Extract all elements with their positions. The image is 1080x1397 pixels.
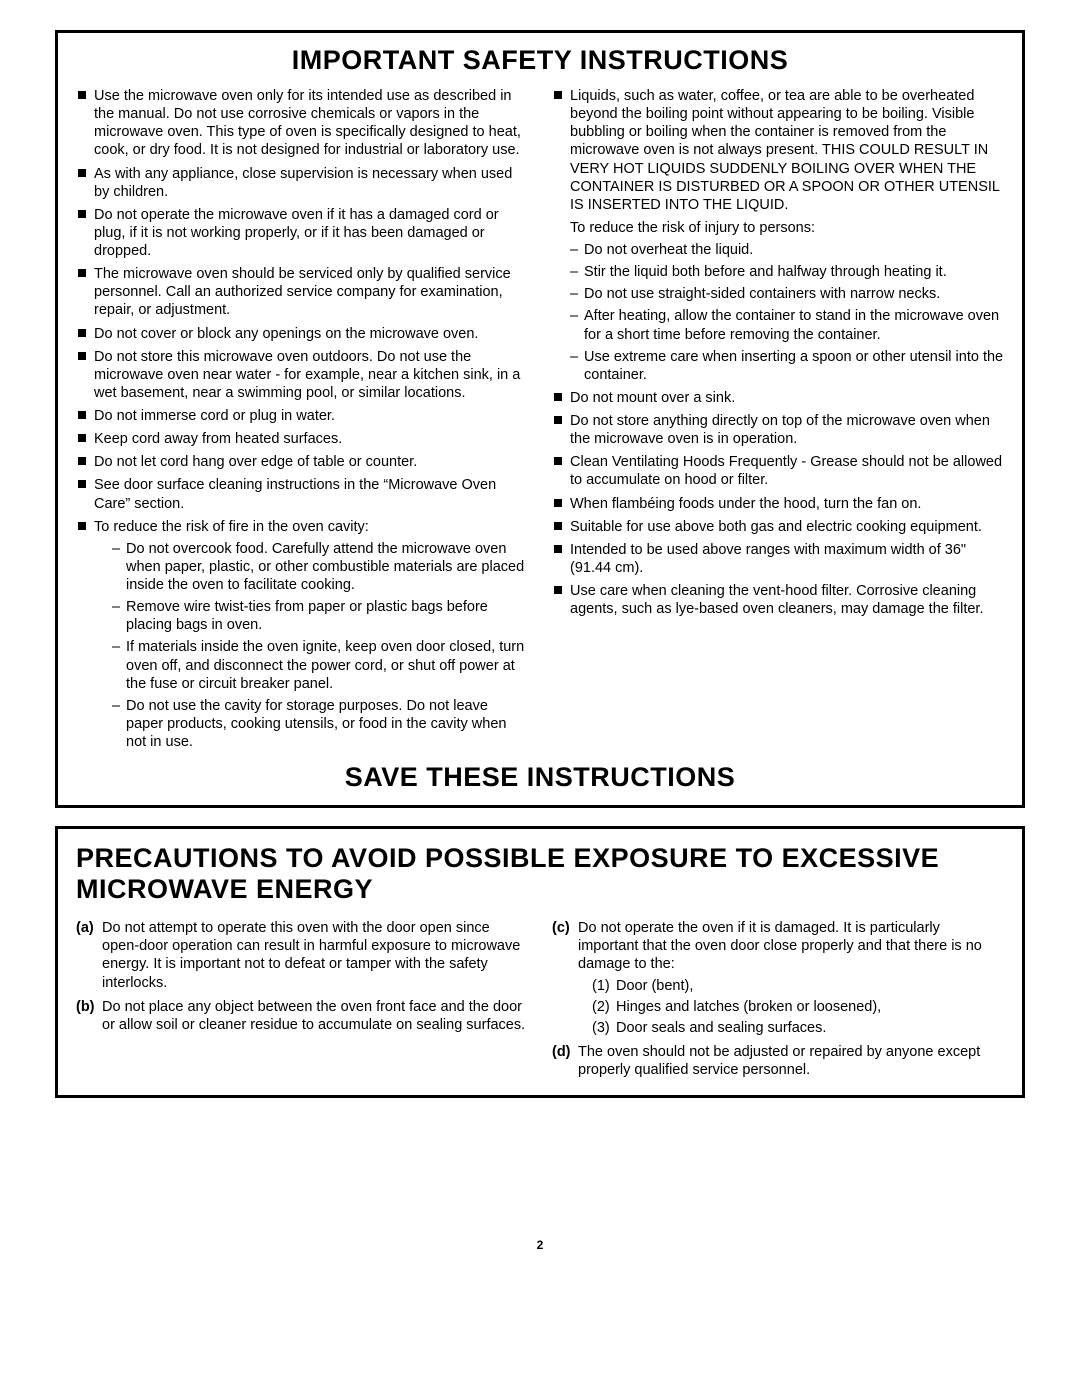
list-item: Do not immerse cord or plug in water. [76,407,528,425]
list-item: The microwave oven should be serviced on… [76,265,528,319]
list-item: Suitable for use above both gas and elec… [552,518,1004,536]
box1-right-list: Liquids, such as water, coffee, or tea a… [552,87,1004,618]
list-item: Do not let cord hang over edge of table … [76,453,528,471]
sub-intro: To reduce the risk of injury to persons: [570,219,1004,237]
damage-item: (1) Door (bent), [592,977,1004,995]
list-item: Use care when cleaning the vent-hood fil… [552,582,1004,618]
box1-footer: SAVE THESE INSTRUCTIONS [76,762,1004,793]
num-label: (2) [592,998,610,1016]
sub-item: Do not overcook food. Carefully attend t… [112,540,528,594]
list-item: Do not cover or block any openings on th… [76,325,528,343]
damage-list: (1) Door (bent), (2) Hinges and latches (b… [592,977,1004,1037]
item-label: (c) [552,919,570,937]
precaution-item: (a) Do not attempt to operate this oven … [76,919,528,992]
num-text: Door seals and sealing surfaces. [616,1020,826,1036]
item-label: (b) [76,998,95,1016]
precaution-item: (d) The oven should not be adjusted or r… [552,1043,1004,1079]
box2-title: PRECAUTIONS TO AVOID POSSIBLE EXPOSURE T… [76,843,1004,905]
list-item: Keep cord away from heated surfaces. [76,430,528,448]
box1-left-col: Use the microwave oven only for its inte… [76,82,528,756]
precaution-list-right: (c) Do not operate the oven if it is dam… [552,919,1004,1079]
precaution-list-left: (a) Do not attempt to operate this oven … [76,919,528,1034]
damage-item: (3) Door seals and sealing surfaces. [592,1019,1004,1037]
sub-item: Use extreme care when inserting a spoon … [570,348,1004,384]
sub-item: Do not overheat the liquid. [570,241,1004,259]
list-item: To reduce the risk of fire in the oven c… [76,518,528,752]
list-item-text: Liquids, such as water, coffee, or tea a… [570,88,999,213]
box1-title: IMPORTANT SAFETY INSTRUCTIONS [76,45,1004,76]
sub-item: Stir the liquid both before and halfway … [570,263,1004,281]
list-item: Do not mount over a sink. [552,389,1004,407]
box1-columns: Use the microwave oven only for its inte… [76,82,1004,756]
sub-item: Remove wire twist-ties from paper or pla… [112,598,528,634]
box2-right-col: (c) Do not operate the oven if it is dam… [552,913,1004,1085]
list-item-text: To reduce the risk of fire in the oven c… [94,519,369,535]
item-label: (a) [76,919,94,937]
list-item: When flambéing foods under the hood, tur… [552,495,1004,513]
list-item: Do not store this microwave oven outdoor… [76,348,528,402]
list-item: Use the microwave oven only for its inte… [76,87,528,160]
sub-item: After heating, allow the container to st… [570,307,1004,343]
precaution-item: (b) Do not place any object between the … [76,998,528,1034]
sub-item: Do not use the cavity for storage purpos… [112,697,528,751]
num-label: (1) [592,977,610,995]
item-text: Do not attempt to operate this oven with… [102,920,520,990]
num-label: (3) [592,1019,610,1037]
page: IMPORTANT SAFETY INSTRUCTIONS Use the mi… [0,0,1080,1272]
num-text: Door (bent), [616,978,693,994]
sub-item: If materials inside the oven ignite, kee… [112,638,528,692]
item-text: The oven should not be adjusted or repai… [578,1044,980,1078]
list-item: Do not operate the microwave oven if it … [76,206,528,260]
list-item: Do not store anything directly on top of… [552,412,1004,448]
box2-columns: (a) Do not attempt to operate this oven … [76,913,1004,1085]
list-item: As with any appliance, close supervision… [76,165,528,201]
fire-sublist: Do not overcook food. Carefully attend t… [112,540,528,751]
safety-instructions-box: IMPORTANT SAFETY INSTRUCTIONS Use the mi… [55,30,1025,808]
precautions-box: PRECAUTIONS TO AVOID POSSIBLE EXPOSURE T… [55,826,1025,1098]
item-text: Do not operate the oven if it is damaged… [578,920,982,972]
liquid-sublist: Do not overheat the liquid. Stir the liq… [570,241,1004,384]
precaution-item: (c) Do not operate the oven if it is dam… [552,919,1004,1037]
box2-left-col: (a) Do not attempt to operate this oven … [76,913,528,1085]
list-item: Clean Ventilating Hoods Frequently - Gre… [552,453,1004,489]
page-number: 2 [55,1238,1025,1252]
item-label: (d) [552,1043,571,1061]
list-item: Intended to be used above ranges with ma… [552,541,1004,577]
item-text: Do not place any object between the oven… [102,999,525,1033]
list-item: See door surface cleaning instructions i… [76,476,528,512]
box1-right-col: Liquids, such as water, coffee, or tea a… [552,82,1004,756]
box1-left-list: Use the microwave oven only for its inte… [76,87,528,751]
sub-item: Do not use straight-sided containers wit… [570,285,1004,303]
num-text: Hinges and latches (broken or loosened), [616,999,881,1015]
list-item: Liquids, such as water, coffee, or tea a… [552,87,1004,384]
damage-item: (2) Hinges and latches (broken or loosene… [592,998,1004,1016]
